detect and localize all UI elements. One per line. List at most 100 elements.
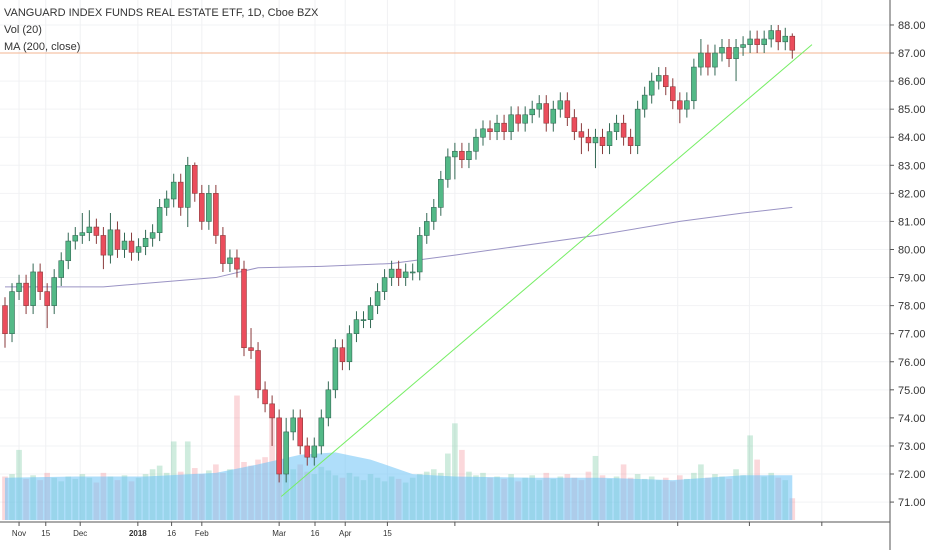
candle-body [508, 114, 514, 132]
candle-body [128, 240, 135, 253]
candle-body [121, 240, 128, 250]
legend-text: VANGUARD INDEX FUNDS REAL ESTATE ETF, 1D… [4, 7, 319, 19]
volume-bar [452, 423, 458, 520]
x-tick-label: Dec [73, 529, 87, 538]
candle-body [585, 136, 592, 144]
y-tick-label: 87.00 [898, 48, 926, 60]
y-tick-label: 77.00 [898, 329, 926, 341]
candle-body [740, 44, 746, 48]
y-tick-label: 79.00 [898, 273, 926, 285]
x-tick-label: 15 [41, 529, 50, 538]
candle-body [564, 100, 571, 118]
candle-body [620, 122, 627, 138]
candle-body [578, 131, 585, 138]
candle-body [677, 100, 683, 110]
candle-body [550, 108, 557, 124]
x-tick-label: Mar [272, 529, 286, 538]
candle-body [543, 103, 550, 124]
candle-body [571, 117, 578, 132]
candle-body [318, 417, 325, 447]
candle-body [473, 136, 479, 152]
candle-body [135, 246, 142, 253]
candle-body [515, 114, 521, 124]
candle-body [374, 291, 381, 306]
y-tick-label: 75.00 [898, 385, 926, 397]
candle-body [423, 221, 430, 236]
y-tick-label: 86.00 [898, 76, 926, 88]
candle-body [93, 226, 100, 236]
candle-body [255, 350, 261, 391]
candle-body [44, 291, 50, 306]
candle-body [283, 431, 289, 475]
candle-body [346, 333, 353, 363]
candle-body [37, 271, 43, 292]
y-tick-label: 83.00 [898, 160, 926, 172]
candle-body [592, 136, 599, 144]
candle-body [613, 122, 620, 132]
candle-body [782, 35, 789, 43]
candle-body [248, 347, 254, 351]
y-tick-label: 88.00 [898, 20, 926, 32]
candle-body [536, 103, 542, 110]
candle-body [192, 165, 198, 194]
candle-body [648, 80, 655, 96]
candle-body [311, 445, 318, 458]
candle-body [480, 128, 486, 138]
candle-body [395, 268, 402, 278]
candle-body [107, 229, 114, 256]
candle-body [199, 193, 205, 222]
candle-body [213, 193, 219, 236]
y-tick-label: 85.00 [898, 104, 926, 116]
candle-body [156, 207, 163, 233]
candle-body [416, 235, 423, 273]
candle-body [522, 114, 528, 124]
candle-body [712, 52, 718, 68]
candle-body [269, 403, 275, 419]
candle-body [641, 94, 648, 110]
candle-body [452, 150, 458, 158]
volume-bar [234, 395, 240, 520]
candle-body [768, 30, 774, 40]
candle-body [177, 181, 184, 208]
candle-body [775, 30, 781, 43]
candle-body [438, 179, 444, 208]
candle-body [655, 75, 662, 82]
candle-body [719, 47, 725, 54]
candle-body [163, 198, 170, 208]
candle-body [606, 131, 613, 146]
candle-body [754, 38, 760, 45]
candle-body [304, 445, 311, 458]
candle-body [276, 417, 282, 475]
candle-body [662, 75, 669, 88]
candle-body [698, 52, 704, 68]
candle-body [16, 282, 22, 292]
candle-body [332, 347, 339, 391]
candle-body [227, 257, 233, 264]
candle-body [339, 347, 346, 363]
candle-body [691, 66, 697, 102]
candle-body [459, 150, 465, 160]
candle-body [761, 38, 767, 45]
candle-body [142, 237, 149, 247]
candle-body [30, 271, 36, 306]
candle-body [79, 232, 86, 236]
candle-body [733, 47, 739, 59]
candle-body [557, 100, 564, 110]
y-tick-label: 82.00 [898, 188, 926, 200]
candle-body [529, 108, 535, 116]
y-tick-label: 71.00 [898, 497, 926, 509]
candle-body [431, 207, 437, 222]
candle-body [705, 52, 711, 68]
candle-body [170, 181, 177, 200]
y-tick-label: 81.00 [898, 216, 926, 228]
candle-body [262, 389, 268, 405]
candle-body [402, 271, 409, 278]
candle-body [234, 257, 240, 270]
candle-body [23, 282, 29, 306]
y-tick-label: 72.00 [898, 469, 926, 481]
candle-body [684, 100, 690, 110]
candle-body [184, 165, 191, 208]
x-tick-label: 2018 [129, 529, 147, 538]
